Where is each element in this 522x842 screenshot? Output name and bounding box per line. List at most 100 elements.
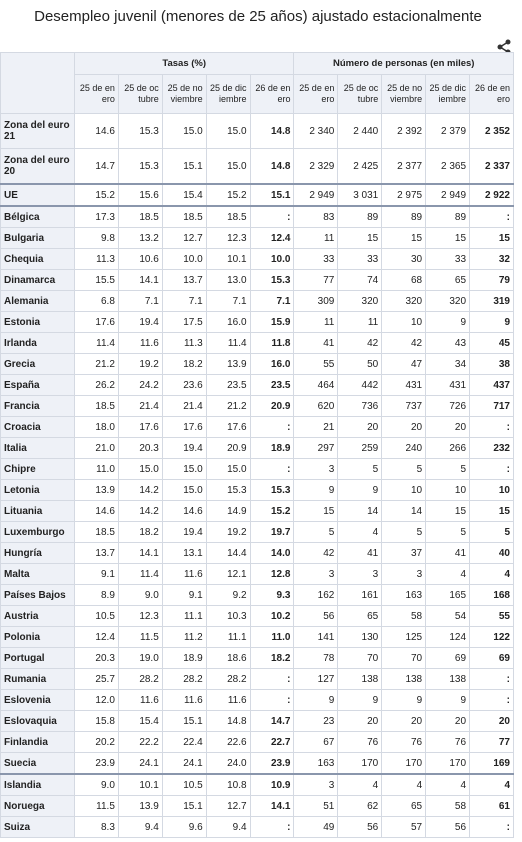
cell: 4 (425, 773, 471, 796)
table-row: Islandia 9.0 10.1 10.5 10.8 10.9 3 4 4 4 4 (0, 773, 514, 796)
cell: 3 (337, 563, 383, 585)
cell: 12.8 (249, 563, 295, 585)
cell: 23.9 (249, 752, 295, 775)
cell: 76 (381, 731, 427, 753)
table-row: Países Bajos 8.9 9.0 9.1 9.2 9.3 162 161 163 165 1… (0, 584, 514, 606)
cell: 21.4 (161, 395, 207, 417)
cell: 61 (469, 795, 514, 817)
cell: 2 949 (293, 183, 339, 207)
cell: 11 (293, 311, 339, 333)
cell: 11.2 (161, 626, 207, 648)
cell: 65 (381, 795, 427, 817)
cell: 2 377 (381, 148, 427, 185)
cell: 10.1 (117, 773, 163, 796)
cell: 138 (425, 668, 471, 690)
cell: 19.4 (117, 311, 163, 333)
cell: 14 (337, 500, 383, 522)
cell: 14.2 (117, 479, 163, 501)
row-label: Hungría (0, 542, 75, 564)
cell: 14.8 (249, 113, 295, 149)
cell: 9 (425, 689, 471, 711)
cell: 3 (381, 563, 427, 585)
cell: 32 (469, 248, 514, 270)
cell: 10.1 (205, 248, 251, 270)
table-row: Chipre 11.0 15.0 15.0 15.0:3 5 5 5: (0, 458, 514, 480)
cell: 9 (293, 689, 339, 711)
cell: 28.2 (117, 668, 163, 690)
cell: 9 (381, 689, 427, 711)
table-row: España 26.2 24.2 23.6 23.5 23.5 464 442 431 431 43… (0, 374, 514, 396)
cell: 9.0 (117, 584, 163, 606)
cell: : (469, 205, 514, 228)
table-row: Bulgaria 9.8 13.2 12.7 12.3 12.4 11 15 15 15 15 (0, 227, 514, 249)
cell: 168 (469, 584, 514, 606)
cell: 56 (293, 605, 339, 627)
cell: 21 (293, 416, 339, 438)
cell: 10.8 (205, 773, 251, 796)
cell: 33 (337, 248, 383, 270)
cell: 11.6 (161, 689, 207, 711)
cell: 14.1 (117, 542, 163, 564)
cell: 89 (381, 205, 427, 228)
cell: 2 379 (425, 113, 471, 149)
cell: 15.1 (249, 183, 295, 207)
cell: 26.2 (74, 374, 119, 396)
cell: 5 (293, 521, 339, 543)
cell: 736 (337, 395, 383, 417)
cell: 13.9 (117, 795, 163, 817)
cell: 24.2 (117, 374, 163, 396)
cell: 2 425 (337, 148, 383, 185)
cell: 15 (425, 500, 471, 522)
table-row: Suiza 8.3 9.4 9.6 9.4:49 56 57 56: (0, 816, 514, 838)
cell: 51 (293, 795, 339, 817)
cell: : (469, 668, 514, 690)
cell: 2 440 (337, 113, 383, 149)
cell: 5 (381, 521, 427, 543)
row-label: Polonia (0, 626, 75, 648)
cell: 41 (425, 542, 471, 564)
cell: 17.6 (161, 416, 207, 438)
column-header: 26 de enero (469, 74, 514, 114)
group-header: Número de personas (en miles) (293, 52, 514, 75)
cell: 124 (425, 626, 471, 648)
cell: 14.1 (249, 795, 295, 817)
cell: : (249, 689, 295, 711)
cell: 23.5 (205, 374, 251, 396)
cell: 442 (337, 374, 383, 396)
cell: : (469, 458, 514, 480)
cell: 14.0 (249, 542, 295, 564)
cell: 4 (469, 563, 514, 585)
cell: 17.3 (74, 205, 119, 228)
cell: 21.4 (117, 395, 163, 417)
cell: 15.3 (117, 148, 163, 185)
cell: 22.6 (205, 731, 251, 753)
row-label: Noruega (0, 795, 75, 817)
cell: 17.6 (74, 311, 119, 333)
cell: 15.9 (249, 311, 295, 333)
cell: 9 (337, 479, 383, 501)
cell: : (469, 416, 514, 438)
cell: 20 (381, 416, 427, 438)
cell: 5 (337, 458, 383, 480)
cell: 163 (293, 752, 339, 775)
cell: 19.7 (249, 521, 295, 543)
table-row: Polonia 12.4 11.5 11.2 11.1 11.0 141 130 125 124 1… (0, 626, 514, 648)
cell: 11.3 (161, 332, 207, 354)
cell: 47 (381, 353, 427, 375)
cell: 162 (293, 584, 339, 606)
cell: 9.0 (74, 773, 119, 796)
row-label: Bulgaria (0, 227, 75, 249)
row-label: Irlanda (0, 332, 75, 354)
table-row: Luxemburgo 18.5 18.2 19.4 19.2 19.7 5 4 5 5 5 (0, 521, 514, 543)
cell: 320 (425, 290, 471, 312)
cell: 15.6 (117, 183, 163, 207)
cell: 13.7 (161, 269, 207, 291)
cell: 20 (469, 710, 514, 732)
column-header: 25 de diciembre (425, 74, 471, 114)
cell: 3 (293, 563, 339, 585)
row-label: Luxemburgo (0, 521, 75, 543)
cell: 42 (337, 332, 383, 354)
row-label: Eslovaquia (0, 710, 75, 732)
cell: 122 (469, 626, 514, 648)
table-row: Zona del euro 20 14.7 15.3 15.1 15.0 14.8 2 32… (0, 148, 514, 185)
